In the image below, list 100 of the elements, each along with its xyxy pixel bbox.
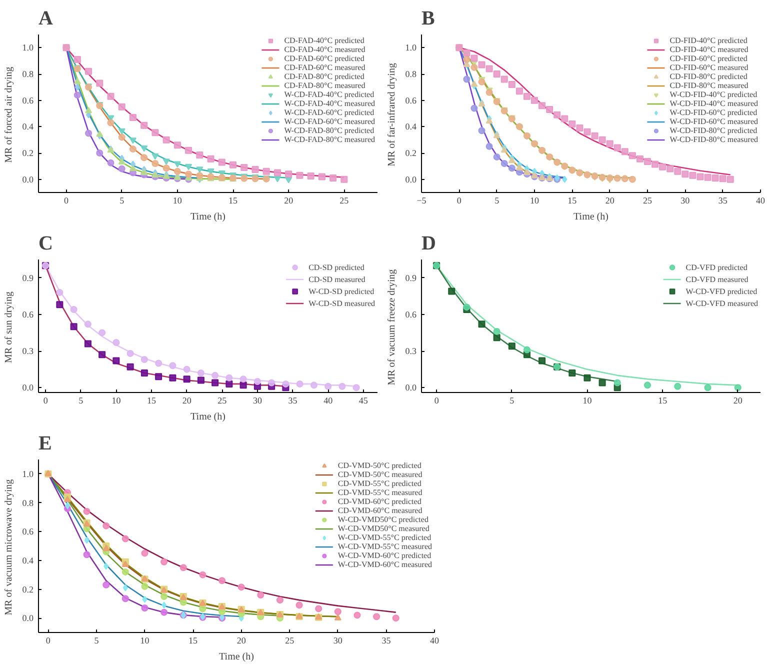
legend-label: CD-FID-60°C predicted [670,54,748,63]
x-axis-title: Time (h) [190,412,226,422]
x-tick-label: 5 [78,396,84,406]
x-axis-title: Time (h) [574,212,608,222]
y-tick-label: 1.0 [22,42,34,53]
x-tick-label: 5 [494,196,500,206]
x-axis-title: Time (h) [219,652,254,662]
y-tick-label: 0.6 [22,309,34,320]
y-tick-label: 0.8 [22,69,34,79]
x-tick-label: 20 [733,396,743,406]
legend-label: CD-VFD measured [686,274,748,285]
y-tick-label: 0.6 [405,309,417,320]
legend-label: W-CD-VFD measured [686,298,758,309]
legend-label: W-CD-FID-60°C predicted [670,108,758,117]
chart-title: A [38,8,54,30]
x-tick-label: 20 [236,636,246,646]
legend-label: W-CD-FAD-80°C predicted [284,126,374,135]
x-tick-label: 35 [718,196,728,206]
x-tick-label: 35 [288,396,298,406]
legend-label: W-CD-VMD50°C predicted [338,515,428,524]
x-tick-label: 25 [218,396,228,406]
y-tick-label: 0.4 [22,122,34,132]
y-tick-label: 0.9 [22,272,34,283]
x-tick-label: 20 [605,196,615,206]
x-tick-label: 5 [120,196,125,206]
legend-label: CD-FAD-80°C measured [284,81,366,90]
legend-label: CD-FID-60°C measured [670,63,748,72]
y-tick-label: 0.0 [22,174,34,184]
chart-title: C [38,232,53,254]
x-tick-label: 40 [430,636,440,646]
legend-label: W-CD-FAD-80°C measured [284,135,375,144]
x-tick-label: 45 [358,396,368,406]
y-tick-label: 0.8 [22,498,34,508]
x-tick-label: 15 [228,196,238,206]
y-tick-label: 0.2 [22,148,34,158]
x-tick-label: 15 [188,636,198,646]
legend-label: W-CD-VFD predicted [686,286,758,297]
x-tick-label: 15 [658,396,668,406]
x-tick-label: 10 [582,396,592,406]
x-tick-label: 0 [43,396,48,406]
y-tick-label: 0.6 [405,95,417,106]
legend-label: CD-VFD predicted [686,262,748,273]
x-tick-label: 15 [147,396,156,406]
legend-label: CD-FAD-60°C measured [284,63,366,72]
y-tick-label: 0.9 [405,272,417,283]
y-axis-title: MR of forced air drying [3,66,14,163]
x-tick-label: 15 [568,196,578,206]
legend-label: CD-VMD-60°C predicted [338,497,422,506]
legend-label: CD-FID-80°C predicted [670,72,748,81]
legend-label: W-CD-FID-60°C measured [670,117,758,126]
x-tick-label: 20 [284,196,294,206]
legend-label: W-CD-VMD-55°C measured [338,542,432,551]
legend-label: W-CD-FID-40°C measured [670,99,758,108]
legend-label: W-CD-FID-80°C measured [670,135,758,144]
legend-label: CD-SD measured [308,274,366,285]
legend-label: CD-FAD-40°C measured [284,45,366,54]
y-axis-title: MR of far-infrared drying [386,63,398,166]
legend-label: W-CD-FAD-60°C predicted [284,108,374,117]
x-tick-label: 5 [94,636,100,646]
chart-title: E [38,432,52,454]
legend-label: W-CD-FAD-40°C predicted [284,90,374,99]
x-tick-label: 40 [756,196,766,206]
y-tick-label: 0.0 [22,382,34,393]
legend-label: CD-VMD-60°C measured [338,506,422,515]
x-tick-label: 25 [643,196,652,206]
legend-label: CD-FID-80°C measured [670,81,748,90]
legend-label: W-CD-SD predicted [308,286,374,297]
x-tick-label: 35 [382,636,392,646]
legend-label: W-CD-VMD-55°C predicted [338,533,432,542]
x-axis-title: Time (h) [190,212,226,222]
y-tick-label: 0.8 [405,69,417,79]
legend-label: CD-FAD-60°C predicted [284,54,364,63]
y-tick-label: 0.2 [22,584,34,594]
y-tick-label: 0.4 [405,122,417,132]
x-tick-label: 25 [285,636,295,646]
x-tick-label: 10 [172,196,182,206]
y-axis-title: MR of vacuum freeze drying [386,269,398,386]
y-tick-label: 0.0 [405,174,417,184]
y-tick-label: 0.3 [22,346,34,356]
legend-label: CD-FID-40°C measured [670,45,748,54]
y-tick-label: 0.6 [22,526,34,537]
legend-label: CD-SD predicted [308,262,364,273]
y-tick-label: 1.0 [405,42,417,53]
y-tick-label: 0.6 [22,95,34,106]
y-tick-label: 1.0 [22,468,34,479]
x-tick-label: 10 [112,396,122,406]
chart-title: D [422,232,436,254]
legend-label: CD-FAD-80°C predicted [284,72,364,81]
legend-label: W-CD-FAD-60°C measured [284,117,375,126]
x-tick-label: 10 [530,196,540,206]
x-tick-label: 30 [252,396,262,406]
x-tick-label: 10 [140,636,150,646]
legend-label: W-CD-FAD-40°C measured [284,99,375,108]
x-tick-label: 0 [64,196,70,206]
legend-label: CD-FID-40°C predicted [670,36,748,45]
legend-label: W-CD-VMD-60°C measured [338,560,432,569]
legend-label: W-CD-VMD-60°C predicted [338,551,432,560]
legend-label: CD-VMD-55°C predicted [338,479,422,488]
x-tick-label: 20 [182,396,192,406]
x-tick-label: 40 [324,396,334,406]
